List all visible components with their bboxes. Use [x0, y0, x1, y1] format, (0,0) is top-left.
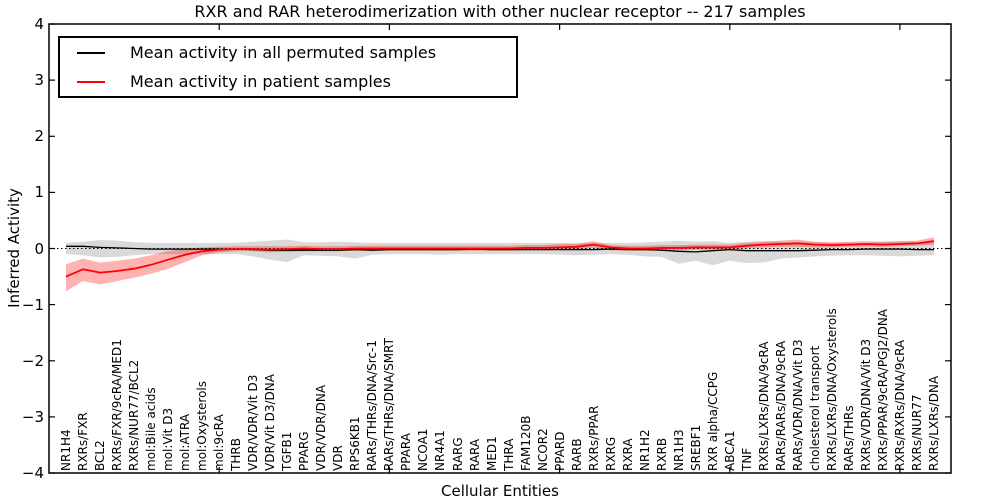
- x-tick-label: THRB: [229, 438, 244, 471]
- x-tick-label: SREBF1: [688, 424, 703, 471]
- x-tick-label: RXRs/LXRs/DNA: [927, 375, 941, 471]
- legend-item-patient: Mean activity in patient samples: [60, 67, 516, 96]
- y-tick-label: 2: [34, 127, 44, 145]
- x-tick-label: RXRB: [654, 437, 669, 471]
- x-tick-label: FAM120B: [518, 415, 533, 472]
- patient-mean-line: [65, 240, 935, 278]
- x-tick-label: RARG: [450, 437, 465, 471]
- legend-black-line-swatch: [77, 51, 105, 54]
- x-tick-label: RXRs/FXR: [76, 412, 90, 471]
- x-tick-label: ABCA1: [722, 430, 737, 471]
- x-tick-label: MED1: [484, 436, 499, 471]
- x-tick-label: RXRA: [620, 438, 635, 471]
- x-tick-label: RARA: [467, 438, 482, 471]
- x-tick-label: NCOR2: [535, 428, 550, 471]
- x-tick-label: mol:Bile acids: [144, 387, 159, 471]
- x-tick-label: RARs/THRs/DNA/Src-1: [365, 340, 380, 471]
- x-tick-label: RXRG: [603, 436, 618, 471]
- legend-red-line-swatch: [77, 80, 105, 83]
- x-tick-label: PPARD: [552, 431, 567, 472]
- y-tick-label: −4: [21, 464, 44, 482]
- x-tick-label: VDR/Vit D3/DNA: [263, 374, 278, 471]
- y-tick-label: 0: [34, 240, 44, 258]
- x-tick-label: RXRs/NUR77: [910, 394, 924, 471]
- x-tick-label: RARs/THRs/DNA/SMRT: [382, 338, 397, 471]
- x-axis-label: Cellular Entities: [441, 482, 559, 500]
- x-tick-label: mol:9cRA: [212, 414, 227, 471]
- x-tick-label: RARs/VDR/DNA/Vit D3: [790, 339, 805, 471]
- y-tick-label: −2: [21, 352, 44, 370]
- x-tick-label: RXRs/NUR77/BCL2: [127, 359, 142, 471]
- permuted-band: [66, 239, 934, 266]
- x-tick-label: NR4A1: [433, 430, 448, 471]
- x-tick-label: RXRs/PPAR: [586, 405, 601, 471]
- permuted-mean-line: [66, 245, 934, 253]
- x-tick-label: NCOA1: [416, 428, 431, 471]
- legend: Mean activity in all permuted samples Me…: [58, 36, 518, 98]
- x-tick-label: mol:Oxysterols: [195, 381, 210, 471]
- x-tick-label: RXRs/LXRs/DNA/Oxysterols: [824, 308, 839, 471]
- x-tick-label: RARs/RARs/DNA/9cRA: [773, 340, 788, 471]
- x-tick-label: BCL2: [93, 440, 108, 471]
- x-tick-label: RXRs/RXRs/DNA/9cRA: [892, 339, 907, 471]
- x-tick-label: TNF: [739, 447, 754, 471]
- x-tick-label: RXRs/PPAR/9cRA/PGJ2/DNA: [875, 309, 890, 471]
- x-tick-label: PPARG: [297, 431, 312, 471]
- x-tick-label: TGFB1: [280, 431, 295, 471]
- chart-title: RXR and RAR heterodimerization with othe…: [194, 2, 806, 21]
- y-tick-label: 3: [34, 71, 44, 89]
- x-tick-label: NR1H4: [59, 429, 73, 471]
- x-tick-label: VDR/VDR/DNA: [314, 384, 329, 471]
- x-tick-label: RXRs/FXR/9cRA/MED1: [110, 339, 125, 471]
- x-tick-label: mol:Vit D3: [161, 407, 176, 471]
- y-tick-label: −3: [21, 408, 44, 426]
- y-tick-label: −1: [21, 296, 44, 314]
- x-tick-label: NR1H2: [637, 429, 652, 471]
- y-tick-label: 1: [34, 183, 44, 201]
- x-tick-label: RXRs/LXRs/DNA/9cRA: [756, 341, 771, 472]
- x-tick-label: THRA: [501, 438, 516, 471]
- legend-item-permuted: Mean activity in all permuted samples: [60, 38, 516, 67]
- x-tick-label: RPS6KB1: [348, 416, 363, 471]
- x-tick-label: VDR: [331, 445, 346, 471]
- x-tick-label: RXRs/VDR/DNA/Vit D3: [858, 338, 873, 471]
- x-tick-label: RXR alpha/CCPG: [705, 371, 720, 471]
- legend-label-patient: Mean activity in patient samples: [130, 72, 391, 91]
- x-tick-label: RARB: [569, 438, 584, 471]
- x-tick-label: VDR/VDR/Vit D3: [246, 374, 261, 471]
- x-tick-label: RARs/THRs: [841, 405, 856, 471]
- x-tick-label: cholesterol transport: [807, 345, 822, 471]
- y-tick-label: 4: [34, 15, 44, 33]
- legend-label-permuted: Mean activity in all permuted samples: [130, 43, 437, 62]
- x-tick-label: PPARA: [399, 433, 414, 471]
- x-tick-label: mol:ATRA: [178, 413, 193, 471]
- x-tick-label: NR1H3: [671, 429, 686, 471]
